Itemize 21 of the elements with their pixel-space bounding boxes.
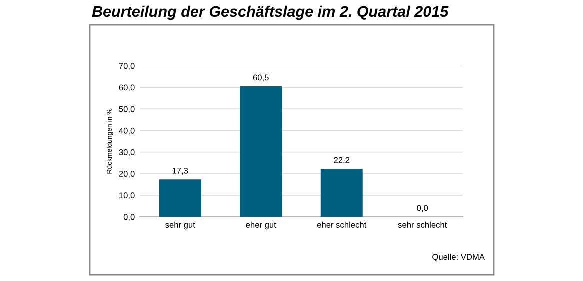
y-tick-label: 70,0 <box>119 63 135 70</box>
y-tick-label: 50,0 <box>119 106 135 114</box>
x-tick-label: eher gut <box>246 222 276 230</box>
chart-title: Beurteilung der Geschäftslage im 2. Quartal 2015 <box>92 6 449 20</box>
y-tick-label: 0,0 <box>124 214 135 222</box>
x-tick-label: sehr gut <box>166 222 196 230</box>
data-label: 17,3 <box>172 168 188 175</box>
x-tick-label: sehr schlecht <box>398 222 448 228</box>
bar <box>320 169 363 217</box>
y-tick-label: 60,0 <box>119 84 135 92</box>
y-tick-label: 20,0 <box>119 171 135 178</box>
data-label: 60,5 <box>253 74 269 82</box>
data-label: 22,2 <box>334 157 350 164</box>
y-tick-label: 10,0 <box>120 192 135 200</box>
bar <box>240 86 282 217</box>
y-tick-label: 30,0 <box>119 149 135 156</box>
data-label: 0,0 <box>417 205 428 212</box>
y-tick-label: 40,0 <box>119 128 135 135</box>
bar <box>159 180 202 217</box>
source-note: Quelle: VDMA <box>432 254 485 262</box>
x-tick-label: eher schlecht <box>317 222 367 228</box>
